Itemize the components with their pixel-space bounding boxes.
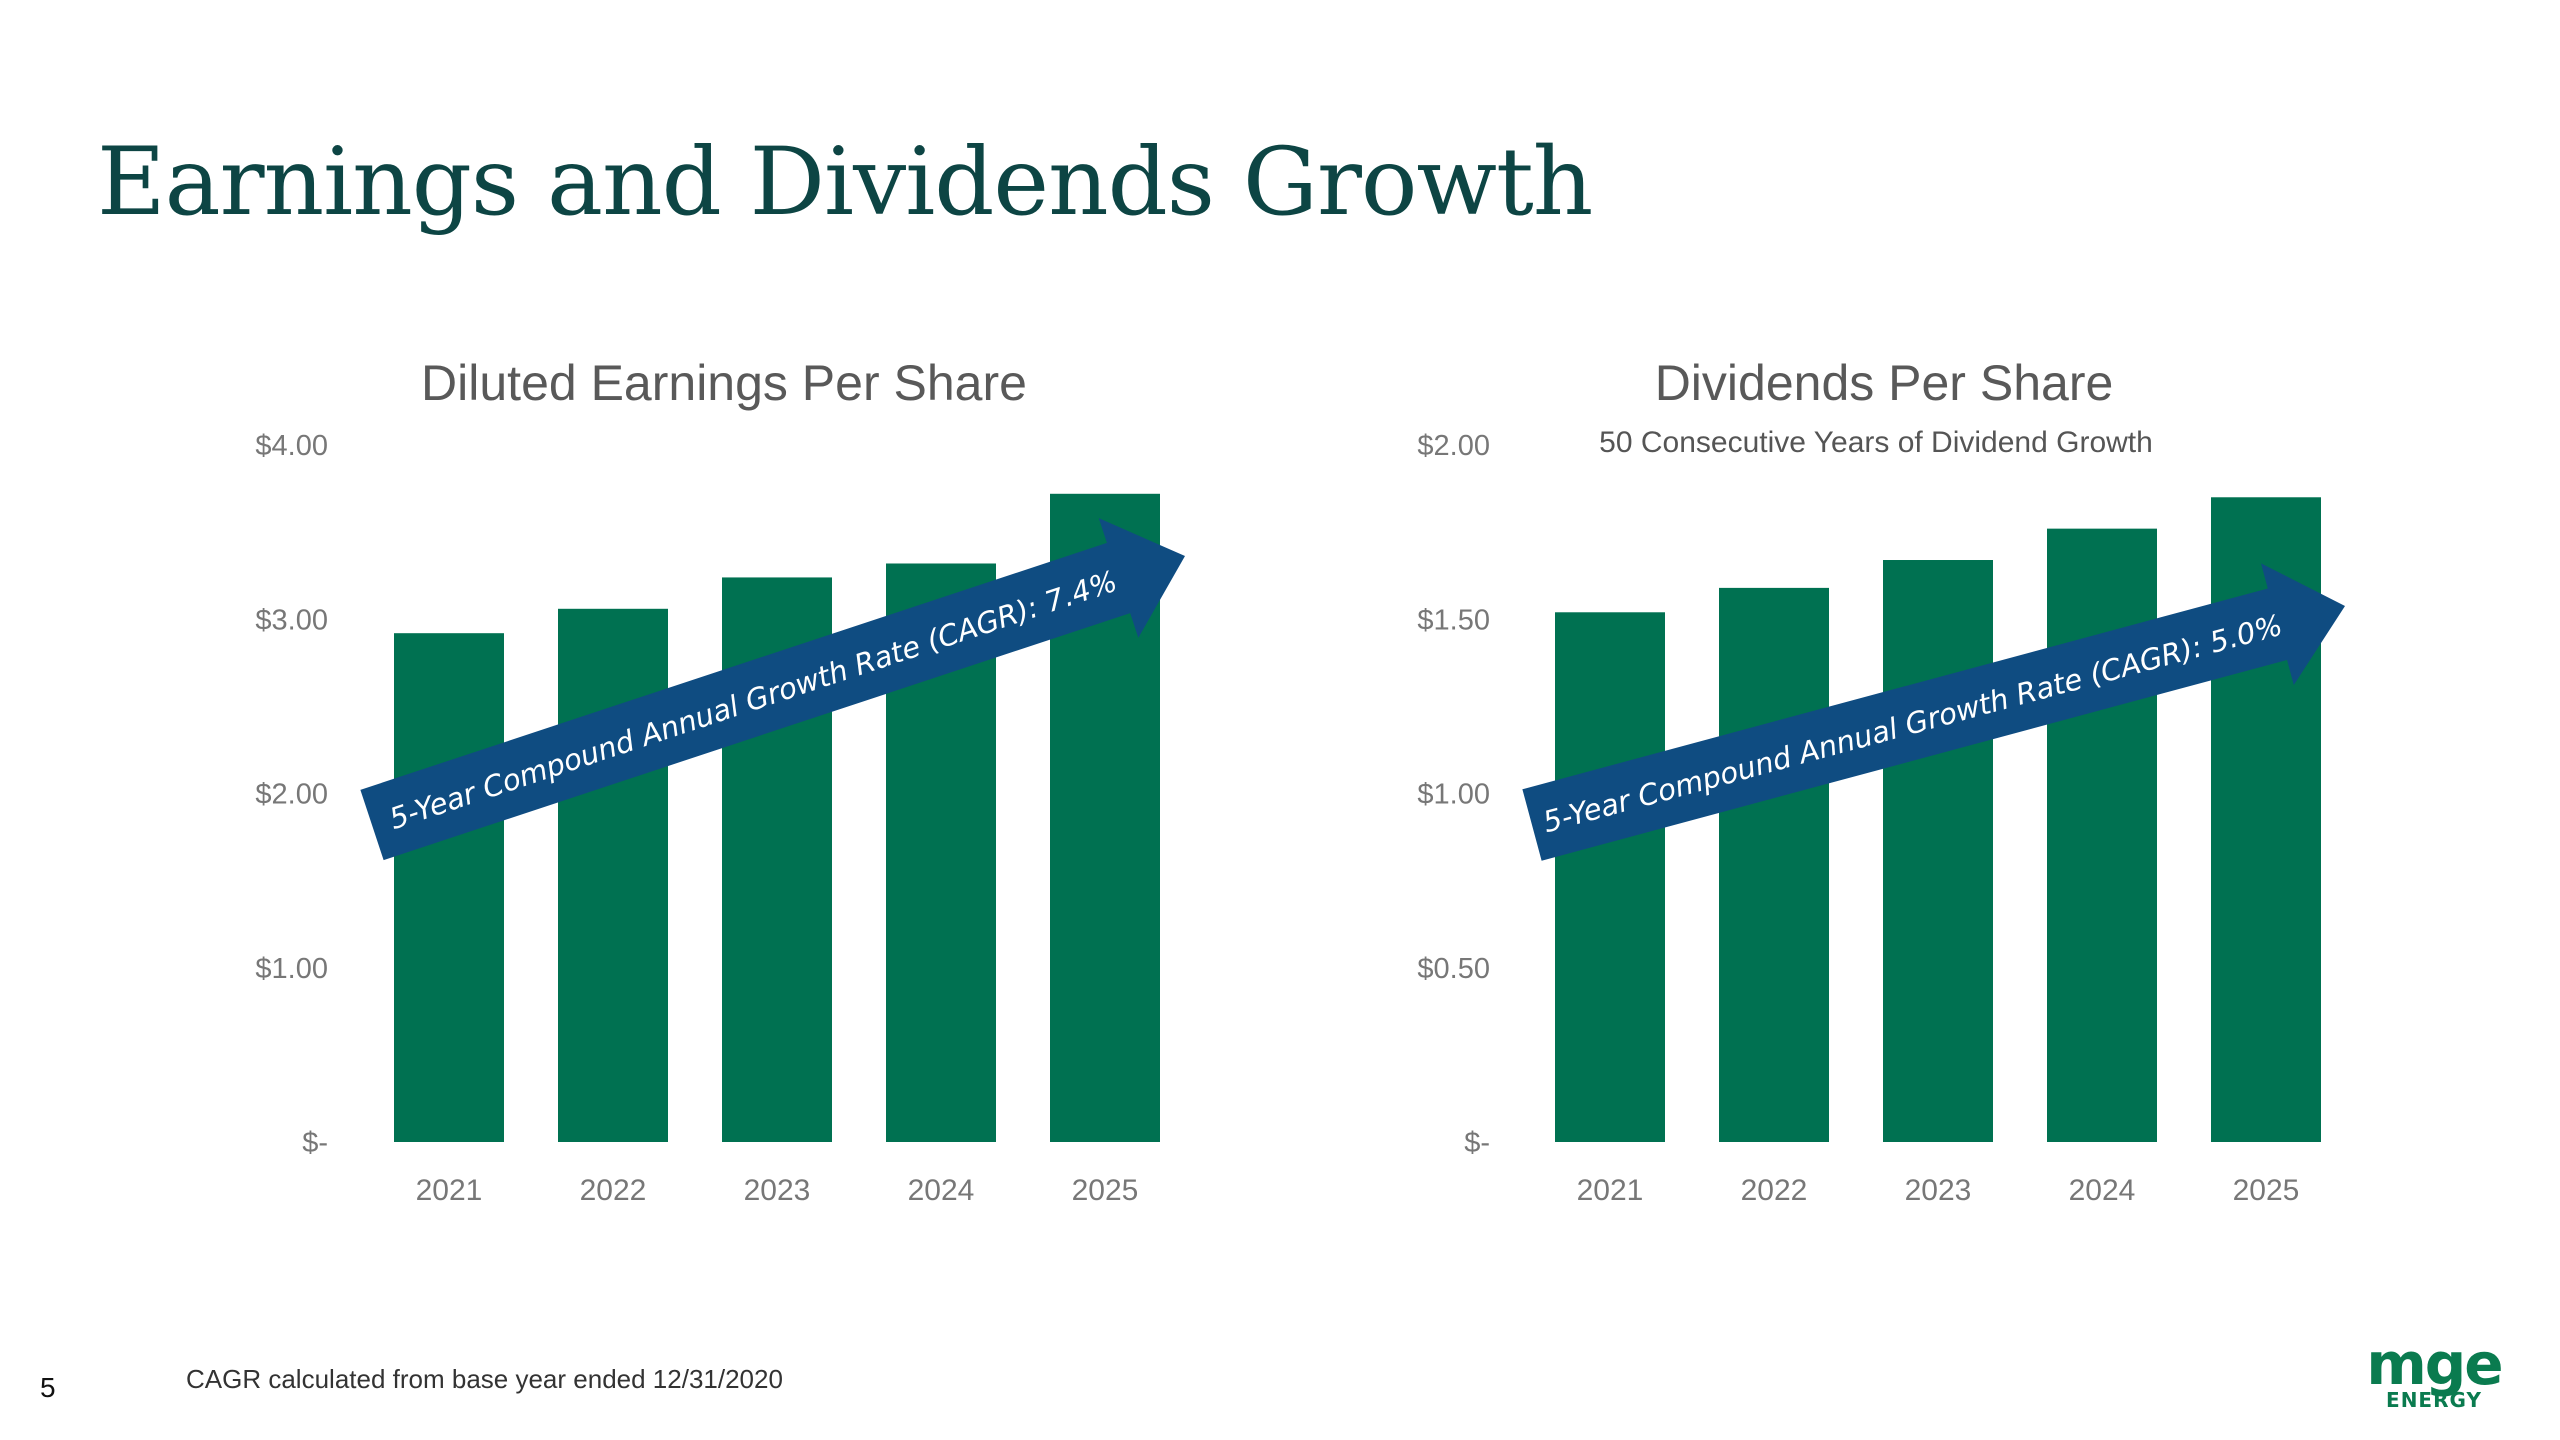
mge-energy-logo: mge ENERGY [2366, 1336, 2503, 1410]
eps-ytick-label: $- [302, 1127, 328, 1159]
page-number: 5 [40, 1372, 56, 1403]
eps-ytick-label: $3.00 [255, 604, 328, 636]
dps-xtick-label: 2023 [1905, 1174, 1972, 1207]
dps-ytick-label: $2.00 [1417, 430, 1490, 462]
slide-title: Earnings and Dividends Growth [97, 128, 1593, 237]
eps-bar-2022 [558, 608, 668, 1142]
logo-subtext: ENERGY [2386, 1388, 2482, 1410]
eps-bar-2021 [394, 633, 504, 1142]
eps-xtick-label: 2021 [416, 1174, 483, 1207]
dps-ytick-label: $1.00 [1417, 779, 1490, 811]
dps-ytick-label: $1.50 [1417, 604, 1490, 636]
dps-xtick-label: 2022 [1741, 1174, 1808, 1207]
eps-xtick-label: 2022 [580, 1174, 647, 1207]
dps-ytick-label: $- [1464, 1127, 1490, 1159]
dps-bar-2023 [1883, 560, 1993, 1142]
dps-chart-title: Dividends Per Share [1655, 355, 2114, 411]
eps-ytick-label: $1.00 [255, 953, 328, 985]
eps-xtick-label: 2025 [1072, 1174, 1139, 1207]
eps-ytick-label: $2.00 [255, 779, 328, 811]
footnote: CAGR calculated from base year ended 12/… [186, 1364, 783, 1394]
eps-xtick-label: 2024 [908, 1174, 975, 1207]
dps-chart-subtitle: 50 Consecutive Years of Dividend Growth [1599, 426, 2153, 459]
dps-xtick-label: 2025 [2233, 1174, 2300, 1207]
dps-bar-2022 [1719, 587, 1829, 1142]
eps-cagr-arrow-shape [360, 518, 1185, 861]
dps-bar-2021 [1555, 612, 1665, 1142]
dps-xtick-label: 2024 [2069, 1174, 2136, 1207]
eps-ytick-label: $4.00 [255, 430, 328, 462]
eps-xtick-label: 2023 [744, 1174, 811, 1207]
dps-cagr-arrow-shape [1522, 563, 2345, 861]
dps-ytick-label: $0.50 [1417, 953, 1490, 985]
eps-chart-title: Diluted Earnings Per Share [421, 355, 1027, 411]
dps-bar-2024 [2047, 528, 2157, 1142]
dps-xtick-label: 2021 [1577, 1174, 1644, 1207]
logo-wordmark: mge [2366, 1336, 2501, 1398]
